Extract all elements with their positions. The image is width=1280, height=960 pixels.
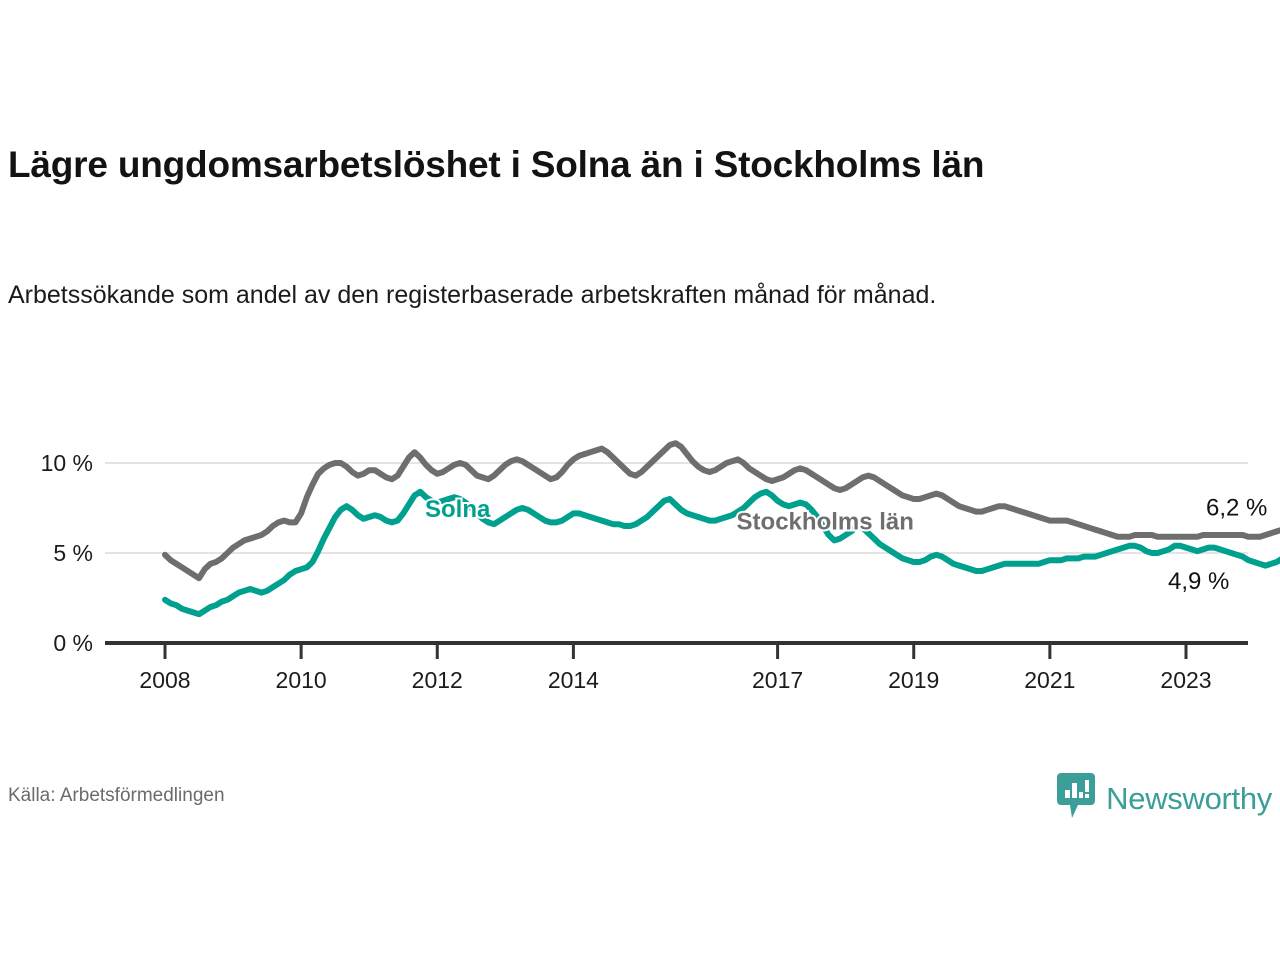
- series-line: [162, 488, 1280, 618]
- page-title: Lägre ungdomsarbetslöshet i Solna än i S…: [8, 144, 985, 185]
- brand-logo: Newsworthy: [1056, 772, 1272, 825]
- source-note: Källa: Arbetsförmedlingen: [8, 785, 225, 806]
- line-chart: 0 % 5 % 10 % 2008 2010 2012 2014 2017 2019 2021 20…: [41, 440, 1280, 693]
- x-axis-tick-label: 2019: [888, 667, 939, 693]
- chart-container: 0 % 5 % 10 % 2008 2010 2012 2014 2017 2019 2021 20…: [0, 400, 1280, 710]
- series-inline-label: Stockholms län: [737, 509, 914, 536]
- x-axis-tick-label: 2021: [1024, 667, 1075, 693]
- brand-name: Newsworthy: [1106, 780, 1272, 816]
- y-axis-tick-label: 10 %: [41, 450, 93, 476]
- y-axis-tick-label: 5 %: [53, 540, 93, 566]
- page-subtitle: Arbetssökande som andel av den registerb…: [8, 281, 937, 309]
- x-axis-tick-label: 2010: [276, 667, 327, 693]
- x-axis-tick-label: 2014: [548, 667, 599, 693]
- x-axis-tick-label: 2017: [752, 667, 803, 693]
- series-line: [162, 440, 1280, 582]
- series-inline-label: Solna: [425, 496, 491, 523]
- y-axis-tick-label: 0 %: [53, 630, 93, 656]
- x-axis-tick-label: 2023: [1160, 667, 1211, 693]
- x-axis-tick-label: 2012: [412, 667, 463, 693]
- end-value-label-solna: 4,9 %: [1168, 568, 1229, 595]
- end-value-label-stockholm: 6,2 %: [1206, 494, 1267, 521]
- x-axis-tick-label: 2008: [139, 667, 190, 693]
- bar-chart-speech-bubble-icon: [1056, 772, 1096, 825]
